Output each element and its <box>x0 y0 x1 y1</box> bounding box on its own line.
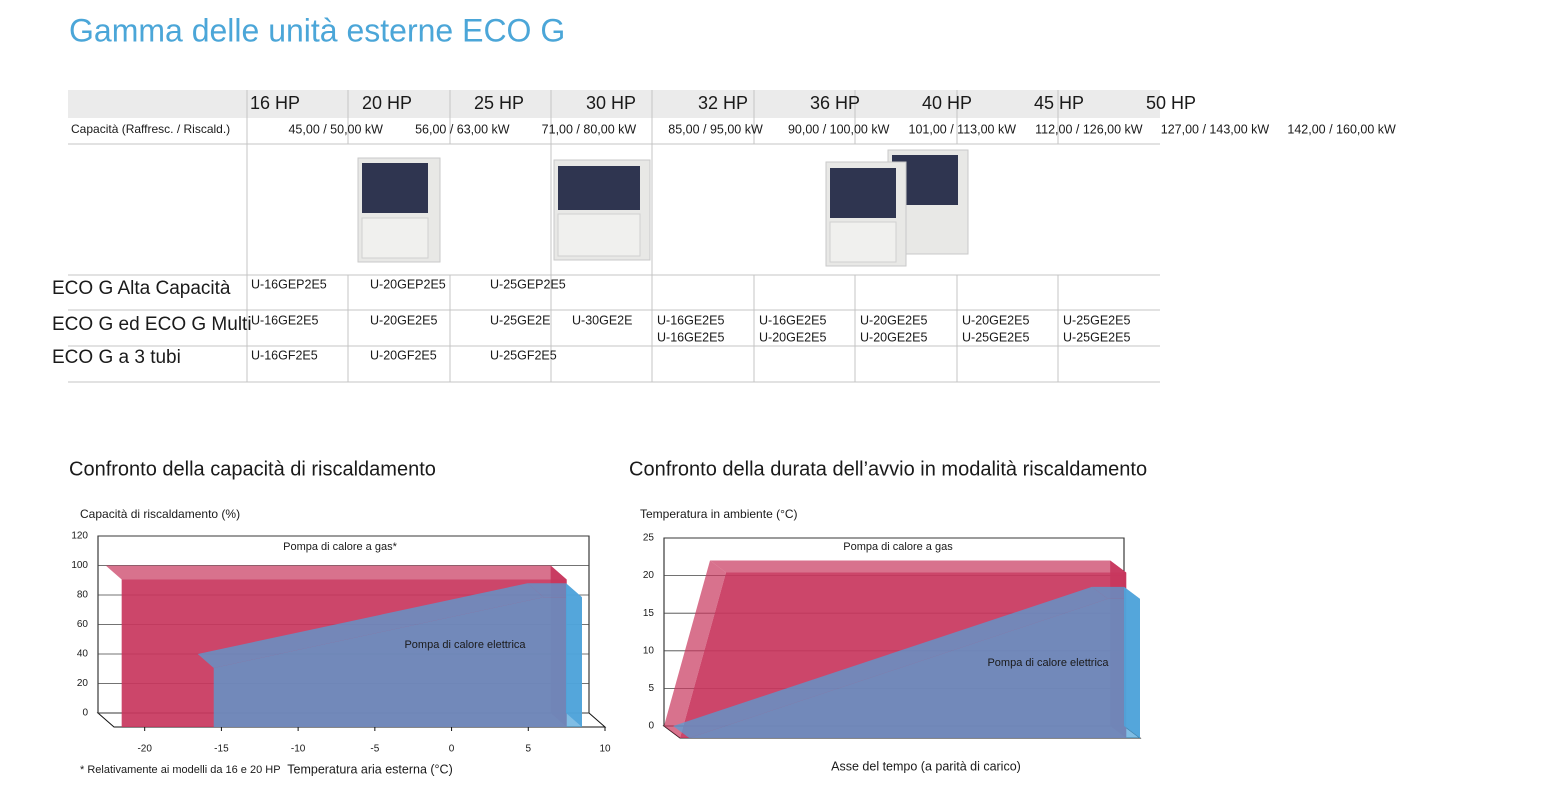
model-code: U-20GE2E5 <box>370 313 437 327</box>
y-axis-label: Capacità di riscaldamento (%) <box>80 507 240 521</box>
area-top-face <box>105 565 567 580</box>
y-tick-label: 15 <box>643 608 655 619</box>
x-axis-label: Temperatura aria esterna (°C) <box>287 762 452 776</box>
model-code: U-25GE2E5 <box>1063 330 1130 344</box>
model-code: U-16GF2E5 <box>251 348 318 362</box>
y-tick-label: 0 <box>82 708 88 719</box>
model-code: U-25GE2E5 <box>962 330 1029 344</box>
capacity-value: 112,00 / 126,00 kW <box>1035 122 1143 136</box>
model-code: U-25GE2E5 <box>1063 313 1130 327</box>
footnote: * Relativamente ai modelli da 16 e 20 HP <box>80 764 281 776</box>
x-tick-label: 0 <box>449 744 455 755</box>
model-code: U-25GEP2E5 <box>490 277 566 291</box>
model-code: U-20GE2E5 <box>860 313 927 327</box>
model-code: U-20GE2E5 <box>759 330 826 344</box>
column-header: 20 HP <box>362 93 412 113</box>
model-code: U-16GE2E5 <box>657 313 724 327</box>
series-label: Pompa di calore elettrica <box>987 657 1109 669</box>
y-tick-label: 0 <box>648 721 654 732</box>
area <box>689 598 1140 738</box>
x-tick-label: -10 <box>291 744 306 755</box>
x-tick-label: 5 <box>526 744 532 755</box>
row-label: ECO G ed ECO G Multi <box>52 314 252 335</box>
area-top-face <box>710 560 1127 573</box>
y-tick-label: 10 <box>643 645 655 656</box>
x-axis-label: Asse del tempo (a parità di carico) <box>831 759 1021 773</box>
unit-image <box>357 157 441 263</box>
capacity-value: 71,00 / 80,00 kW <box>542 122 637 136</box>
x-tick-label: -15 <box>214 744 229 755</box>
y-tick-label: 5 <box>648 683 654 694</box>
model-code: U-16GEP2E5 <box>251 277 327 291</box>
column-header: 50 HP <box>1146 93 1196 113</box>
row-label: ECO G a 3 tubi <box>52 347 181 368</box>
model-code: U-20GEP2E5 <box>370 277 446 291</box>
model-code: U-20GE2E5 <box>962 313 1029 327</box>
column-header: 40 HP <box>922 93 972 113</box>
capacity-value: 85,00 / 95,00 kW <box>668 122 763 136</box>
unit-image <box>553 159 651 261</box>
area <box>213 597 582 727</box>
capacity-value: 127,00 / 143,00 kW <box>1161 122 1270 136</box>
series-label: Pompa di calore elettrica <box>404 639 526 651</box>
x-tick-label: -5 <box>370 744 379 755</box>
model-code: U-25GF2E5 <box>490 348 557 362</box>
y-tick-label: 80 <box>77 590 89 601</box>
model-code: U-16GE2E5 <box>251 313 318 327</box>
capacity-value: 56,00 / 63,00 kW <box>415 122 510 136</box>
x-tick-label: 10 <box>599 744 611 755</box>
model-code: U-16GE2E5 <box>759 313 826 327</box>
model-code: U-20GF2E5 <box>370 348 437 362</box>
chart-title: Confronto della capacità di riscaldament… <box>69 458 436 480</box>
capacity-value: 142,00 / 160,00 kW <box>1287 122 1396 136</box>
y-tick-label: 100 <box>71 560 88 571</box>
model-code: U-30GE2E <box>572 313 632 327</box>
column-header: 45 HP <box>1034 93 1084 113</box>
header-band <box>68 90 1160 118</box>
chart-title: Confronto della durata dell’avvio in mod… <box>629 458 1147 480</box>
x-tick-label: -20 <box>137 744 152 755</box>
area-top-face <box>664 560 726 738</box>
y-axis-label: Temperatura in ambiente (°C) <box>640 507 798 521</box>
y-tick-label: 60 <box>77 619 89 630</box>
column-header: 25 HP <box>474 93 524 113</box>
column-header: 32 HP <box>698 93 748 113</box>
area-top-face <box>673 586 1108 738</box>
unit-image <box>825 149 969 267</box>
y-tick-label: 40 <box>77 649 89 660</box>
y-tick-label: 20 <box>643 570 655 581</box>
capacity-value: 45,00 / 50,00 kW <box>288 122 383 136</box>
column-header: 36 HP <box>810 93 860 113</box>
capacity-value: 90,00 / 100,00 kW <box>788 122 890 136</box>
capacity-label: Capacità (Raffresc. / Riscald.) <box>71 122 230 136</box>
series-label: Pompa di calore a gas <box>843 541 953 553</box>
area-top-face <box>197 583 544 668</box>
series-label: Pompa di calore a gas* <box>283 541 397 553</box>
model-code: U-20GE2E5 <box>860 330 927 344</box>
model-code: U-16GE2E5 <box>657 330 724 344</box>
y-tick-label: 20 <box>77 678 89 689</box>
y-tick-label: 120 <box>71 531 88 542</box>
column-header: 16 HP <box>250 93 300 113</box>
column-header: 30 HP <box>586 93 636 113</box>
capacity-value: 101,00 / 113,00 kW <box>909 122 1017 136</box>
row-label: ECO G Alta Capacità <box>52 278 231 299</box>
page-title: Gamma delle unità esterne ECO G <box>69 12 565 48</box>
model-code: U-25GE2E <box>490 313 550 327</box>
y-tick-label: 25 <box>643 533 655 544</box>
